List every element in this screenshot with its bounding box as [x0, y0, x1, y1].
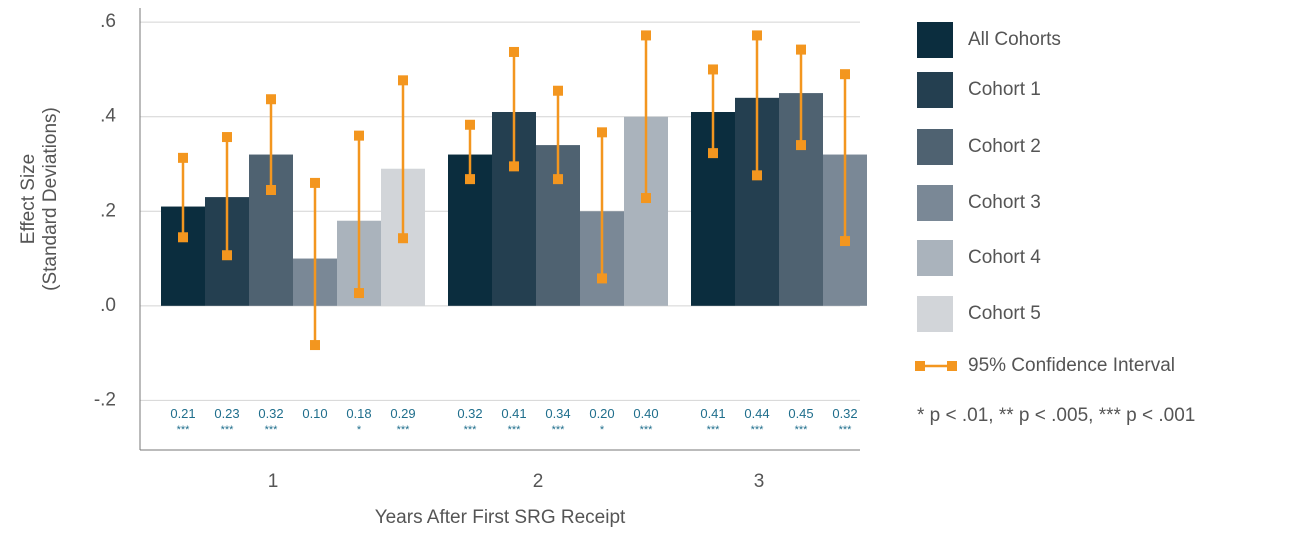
significance-label: ***	[464, 424, 478, 436]
value-label: 0.32	[457, 406, 482, 421]
ci-low-marker	[398, 233, 408, 244]
ci-high-marker	[553, 85, 563, 96]
y-tick-label: .4	[100, 106, 116, 127]
significance-label: *	[600, 424, 605, 436]
x-tick-label: 3	[754, 471, 765, 492]
value-label: 0.18	[346, 406, 371, 421]
legend-label: Cohort 1	[968, 79, 1041, 100]
value-label: 0.23	[214, 406, 239, 421]
y-tick-label: .0	[100, 295, 116, 316]
significance-note: * p < .01, ** p < .005, *** p < .001	[917, 405, 1195, 426]
significance-label: ***	[839, 424, 853, 436]
value-label: 0.10	[302, 406, 327, 421]
significance-label: ***	[265, 424, 279, 436]
ci-low-marker	[509, 161, 519, 172]
value-label: 0.21	[170, 406, 195, 421]
value-label: 0.41	[501, 406, 526, 421]
legend-swatch	[917, 185, 953, 221]
significance-label: ***	[795, 424, 809, 436]
ci-low-marker	[708, 148, 718, 159]
significance-label: ***	[177, 424, 191, 436]
significance-label: ***	[707, 424, 721, 436]
significance-label: ***	[640, 424, 654, 436]
legend-label: Cohort 2	[968, 136, 1041, 157]
ci-high-marker	[266, 94, 276, 105]
ci-low-marker	[752, 170, 762, 181]
legend-swatch	[917, 296, 953, 332]
ci-low-marker	[310, 340, 320, 351]
ci-low-marker	[178, 232, 188, 243]
ci-high-marker	[310, 177, 320, 188]
ci-low-marker	[553, 174, 563, 185]
legend-swatch	[917, 129, 953, 165]
significance-label: ***	[221, 424, 235, 436]
ci-low-marker	[222, 250, 232, 261]
significance-label: ***	[397, 424, 411, 436]
significance-label: *	[357, 424, 362, 436]
legend-label: Cohort 3	[968, 192, 1041, 213]
legend-label: 95% Confidence Interval	[968, 355, 1175, 376]
ci-high-marker	[752, 30, 762, 41]
ci-high-marker	[641, 30, 651, 41]
x-tick-label: 2	[533, 471, 544, 492]
ci-high-marker	[398, 75, 408, 86]
y-tick-label: .6	[100, 11, 116, 32]
ci-high-marker	[597, 127, 607, 138]
ci-low-marker	[641, 193, 651, 204]
significance-label: ***	[552, 424, 566, 436]
value-label: 0.20	[589, 406, 614, 421]
legend-label: All Cohorts	[968, 29, 1061, 50]
value-label: 0.41	[700, 406, 725, 421]
ci-high-marker	[465, 119, 475, 130]
y-axis-title: Effect Size(Standard Deviations)	[18, 107, 61, 291]
significance-label: ***	[508, 424, 522, 436]
ci-high-marker	[840, 69, 850, 80]
value-label: 0.45	[788, 406, 813, 421]
legend-ci-marker	[947, 361, 957, 371]
ci-high-marker	[354, 130, 364, 141]
legend-label: Cohort 5	[968, 303, 1041, 324]
ci-high-marker	[708, 64, 718, 75]
legend-swatch	[917, 22, 953, 58]
ci-low-marker	[840, 236, 850, 247]
value-label: 0.32	[258, 406, 283, 421]
ci-high-marker	[796, 44, 806, 55]
y-axis-title-line: (Standard Deviations)	[40, 107, 61, 291]
value-label: 0.34	[545, 406, 570, 421]
ci-high-marker	[222, 132, 232, 143]
significance-label: ***	[751, 424, 765, 436]
ci-high-marker	[509, 46, 519, 57]
ci-low-marker	[266, 185, 276, 195]
value-label: 0.44	[744, 406, 769, 421]
value-label: 0.29	[390, 406, 415, 421]
x-axis-title: Years After First SRG Receipt	[375, 507, 626, 528]
ci-low-marker	[597, 273, 607, 284]
ci-low-marker	[796, 140, 806, 151]
legend-swatch	[917, 72, 953, 108]
y-tick-label: -.2	[94, 389, 116, 410]
y-tick-label: .2	[100, 200, 116, 221]
value-label: 0.40	[633, 406, 658, 421]
legend-label: Cohort 4	[968, 247, 1041, 268]
y-axis-title-line: Effect Size	[18, 154, 39, 244]
legend-swatch	[917, 240, 953, 276]
ci-low-marker	[354, 288, 364, 299]
ci-high-marker	[178, 152, 188, 163]
ci-low-marker	[465, 174, 475, 185]
legend-ci-marker	[915, 361, 925, 371]
value-label: 0.32	[832, 406, 857, 421]
x-tick-label: 1	[268, 471, 279, 492]
